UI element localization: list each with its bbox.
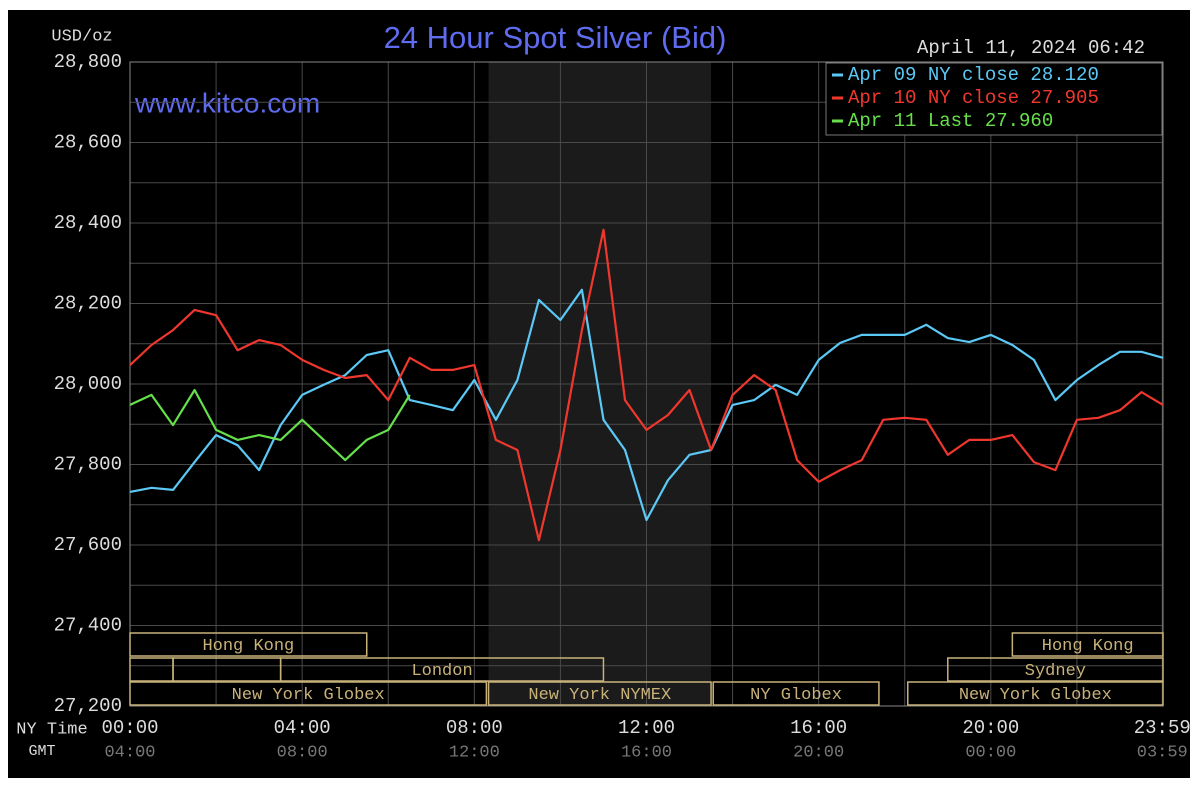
session-label: New York Globex (232, 686, 385, 705)
legend-label: Apr 09 NY close 28.120 (848, 64, 1099, 86)
session-label: New York NYMEX (528, 686, 671, 705)
session-label: London (411, 662, 472, 681)
x2-tick-label: 04:00 (104, 743, 155, 762)
timestamp: April 11, 2024 06:42 (917, 37, 1145, 59)
series-line (129, 288, 1164, 522)
y-tick-label: 27,200 (54, 695, 122, 717)
y-tick-label: 27,400 (54, 615, 122, 637)
x-tick-label: 12:00 (618, 717, 675, 739)
session-box (129, 632, 368, 657)
session-label: Hong Kong (1042, 637, 1134, 656)
x2-tick-label: 12:00 (449, 743, 500, 762)
series-line (129, 388, 411, 462)
x2-tick-label: 00:00 (965, 743, 1016, 762)
session-label: New York Globex (959, 686, 1112, 705)
x-label: NY Time (16, 720, 87, 739)
x2-tick-label: 16:00 (621, 743, 672, 762)
session-label: Sydney (1025, 662, 1086, 681)
x-tick-label: 16:00 (790, 717, 847, 739)
y-tick-label: 28,000 (54, 373, 122, 395)
plot-border (129, 61, 1164, 707)
session-box (279, 657, 605, 682)
session-box (487, 681, 712, 706)
session-box (712, 681, 880, 706)
x-tick-label: 08:00 (446, 717, 503, 739)
x-tick-label: 23:59 (1134, 717, 1191, 739)
y-tick-label: 27,800 (54, 454, 122, 476)
legend-box (825, 62, 1163, 136)
x2-label: GMT (28, 743, 55, 760)
session-label: Hong Kong (202, 637, 294, 656)
legend-label: Apr 11 Last 27.960 (848, 110, 1053, 132)
y-tick-label: 28,600 (54, 132, 122, 154)
session-label: NY Globex (750, 686, 842, 705)
y-unit-label: USD/oz (51, 27, 112, 46)
y-tick-label: 27,600 (54, 534, 122, 556)
x-tick-label: 20:00 (962, 717, 1019, 739)
y-tick-label: 28,400 (54, 212, 122, 234)
chart-title: 24 Hour Spot Silver (Bid) (384, 20, 727, 55)
x-tick-label: 04:00 (274, 717, 331, 739)
session-box (1011, 632, 1164, 657)
series-line (129, 228, 1164, 542)
x2-tick-label: 08:00 (277, 743, 328, 762)
watermark: www.kitco.com (134, 87, 320, 118)
session-box (907, 681, 1164, 706)
x-tick-label: 00:00 (101, 717, 158, 739)
x2-tick-label: 03:59 (1137, 743, 1188, 762)
x2-tick-label: 20:00 (793, 743, 844, 762)
session-box (947, 657, 1164, 682)
y-tick-label: 28,200 (54, 293, 122, 315)
y-tick-label: 28,800 (54, 51, 122, 73)
session-box (129, 681, 488, 706)
legend-label: Apr 10 NY close 27.905 (848, 87, 1099, 109)
